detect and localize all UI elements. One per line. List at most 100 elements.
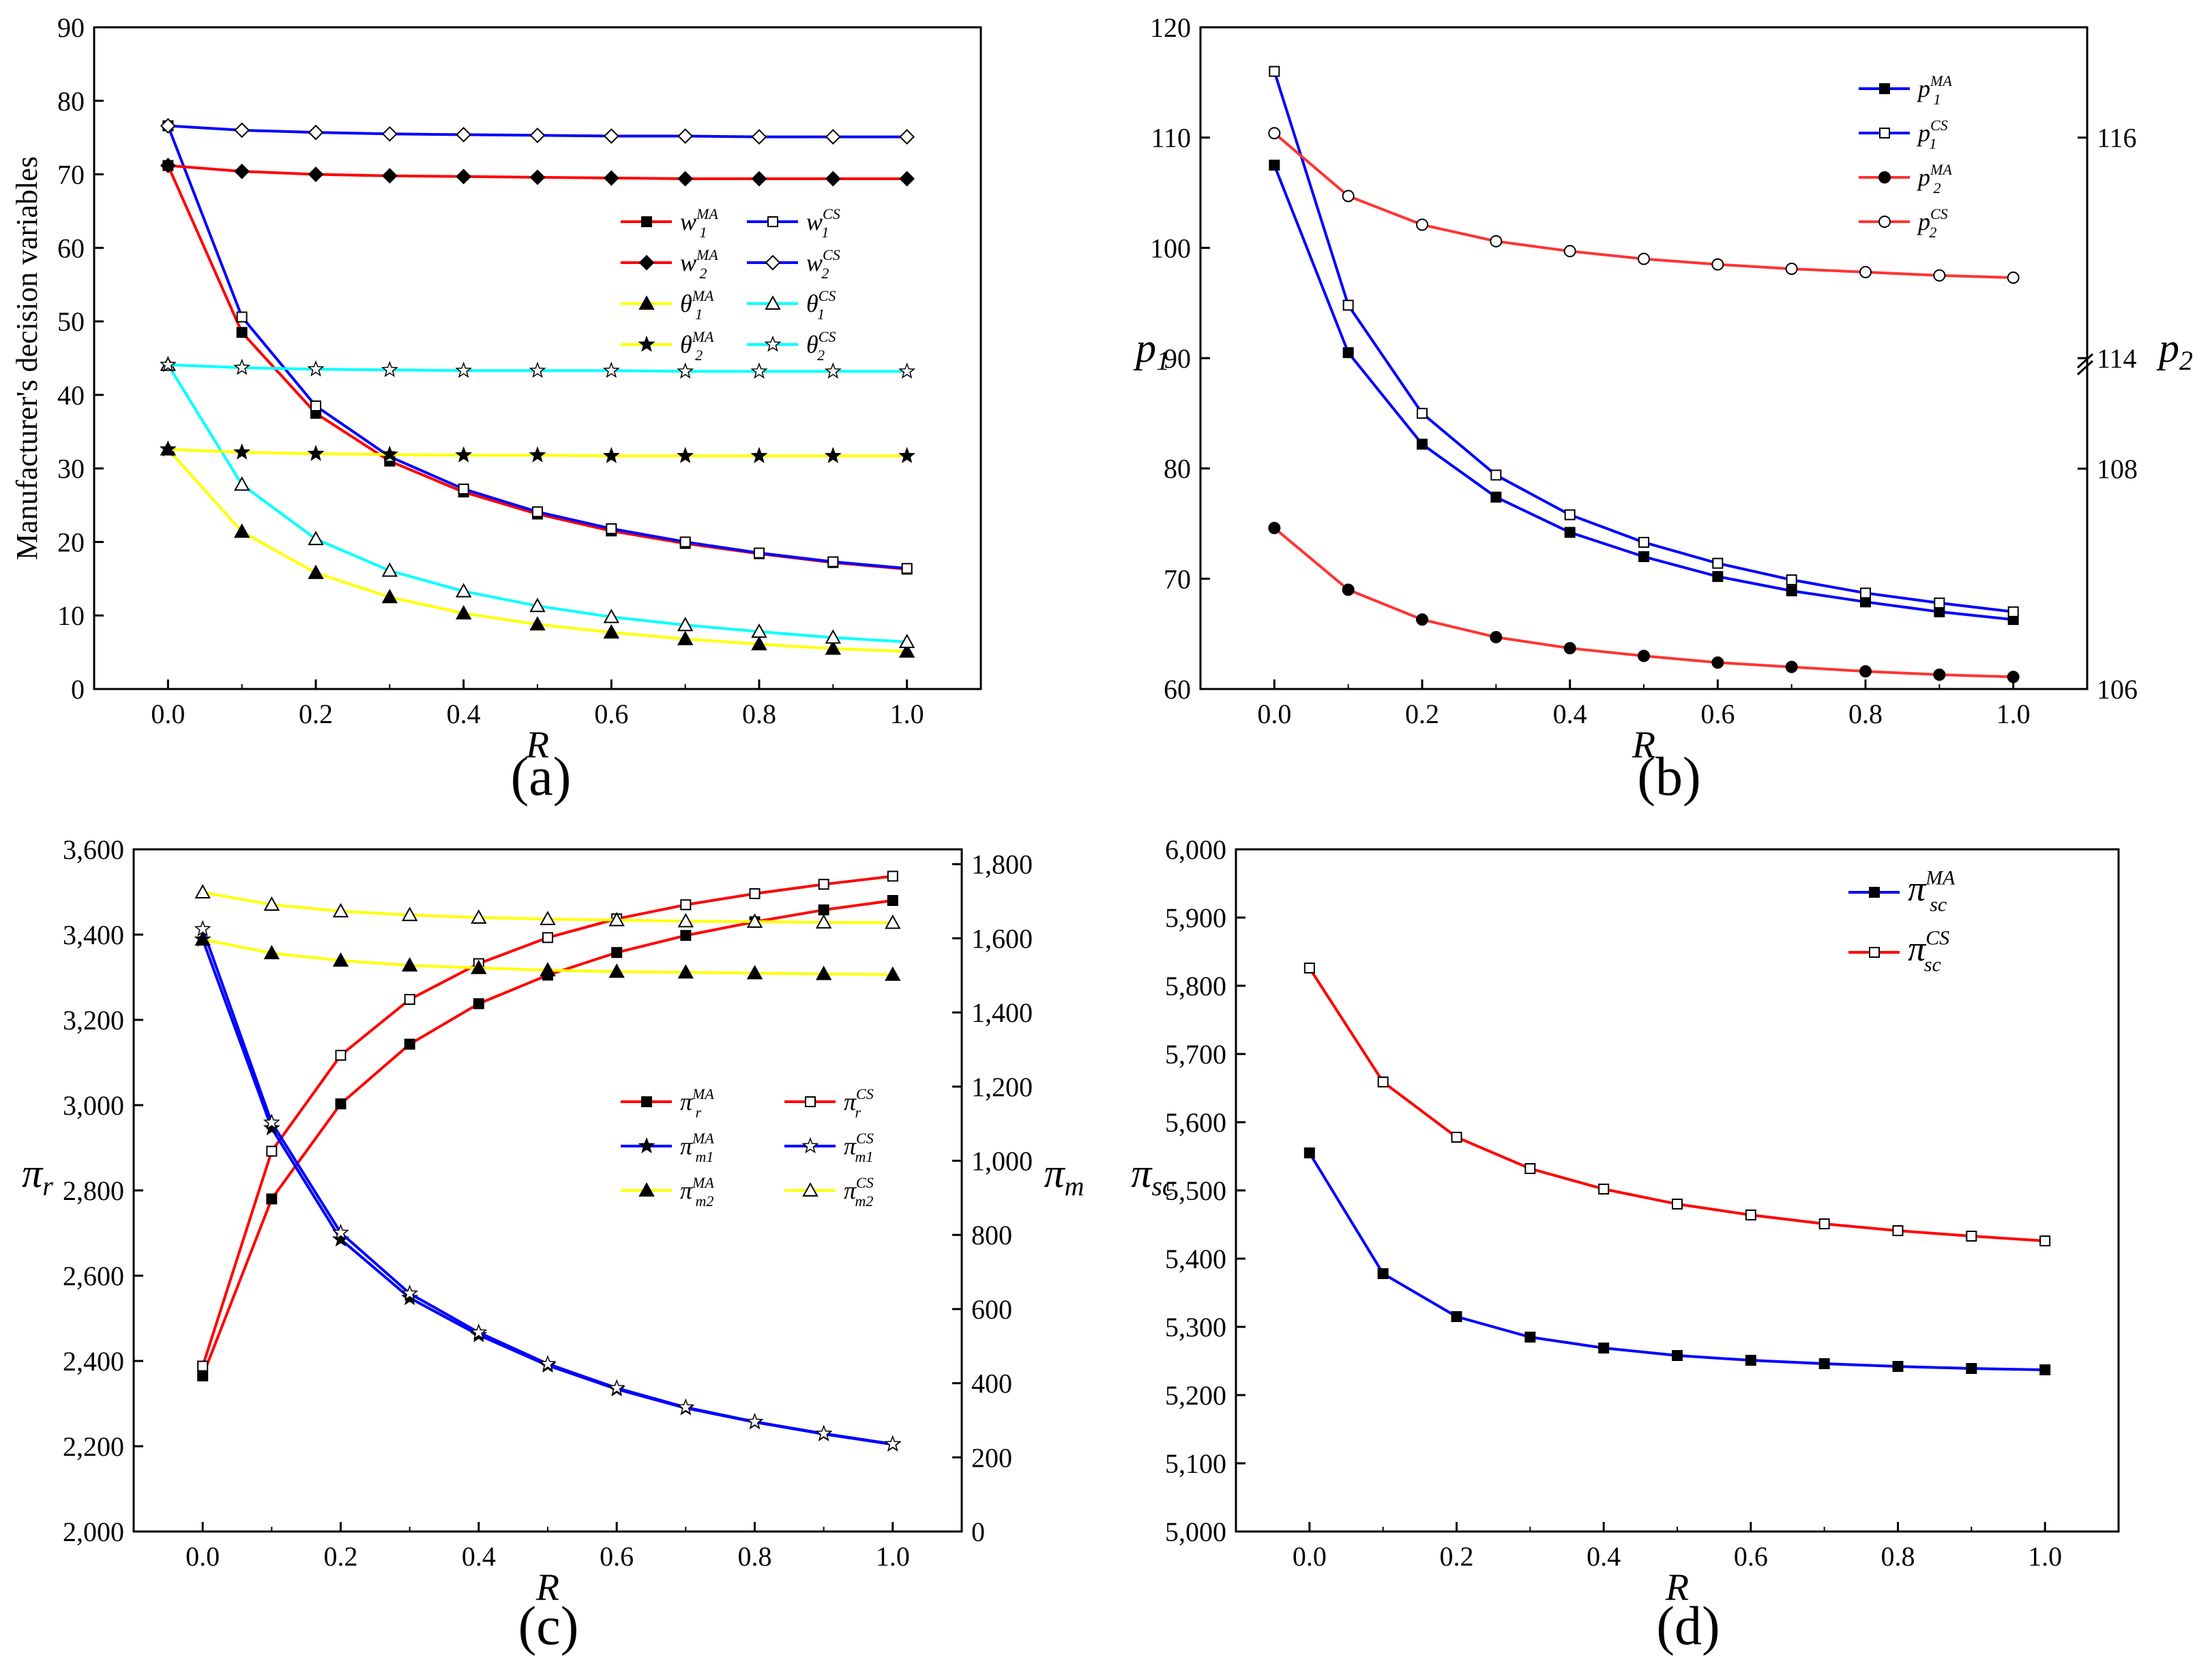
legend-label: πCS m2	[844, 1174, 874, 1210]
chart-panel-4: 0.0 0.2 0.4 0.6 0.8 1.0 5,000 5,100 5,200 5,300 5,…	[1131, 834, 2120, 1656]
data-point	[608, 1379, 625, 1396]
y-tick-label: 90	[57, 12, 85, 43]
data-point	[827, 556, 839, 568]
data-point	[456, 169, 472, 185]
data-point	[824, 362, 842, 379]
data-point	[542, 932, 553, 943]
data-point	[233, 523, 250, 538]
y-tick-label: 70	[57, 160, 85, 190]
data-point	[308, 166, 324, 182]
data-point	[263, 1119, 280, 1136]
legend-label: πMA sc	[1908, 867, 1956, 916]
series-πsc-MA	[1303, 1147, 2051, 1375]
data-point	[1786, 585, 1797, 597]
data-point	[1490, 235, 1503, 248]
y-tick-label: 2,200	[63, 1431, 124, 1462]
legend-entry: wCS 1	[747, 205, 840, 241]
data-point	[680, 930, 692, 941]
legend-label: wMA 1	[680, 205, 718, 241]
legend-entry: wMA 1	[621, 205, 718, 241]
y-axis-title: πr	[22, 1151, 53, 1201]
data-point	[1490, 491, 1502, 503]
data-point	[1451, 1311, 1462, 1322]
y-right-tick-label: 800	[971, 1220, 1012, 1250]
data-point	[1711, 258, 1724, 271]
data-point	[529, 598, 546, 613]
y-tick-label: 60	[57, 233, 85, 263]
data-point	[473, 998, 484, 1010]
y-right-tick-label: 600	[971, 1294, 1012, 1325]
data-point	[470, 1323, 488, 1340]
legend-marker	[641, 216, 652, 227]
y-right-axis-title: πm	[1044, 1151, 1085, 1201]
legend-marker	[1879, 128, 1890, 138]
y-tick-label: 5,800	[1165, 971, 1226, 1001]
data-point	[1933, 668, 1946, 681]
data-point	[677, 964, 694, 979]
x-tick-label: 0.0	[186, 1541, 220, 1572]
y-right-tick-label: 1,200	[971, 1072, 1033, 1102]
data-point	[1892, 1361, 1904, 1372]
data-point	[898, 447, 916, 463]
x-tick-label: 0.4	[1553, 699, 1587, 729]
legend-label: θCS 2	[806, 328, 836, 364]
data-point	[677, 128, 694, 144]
data-point	[1269, 65, 1280, 77]
data-point	[266, 1193, 278, 1205]
legend-label: πMA r	[680, 1085, 714, 1121]
data-point	[381, 361, 398, 377]
data-point	[1377, 1076, 1389, 1087]
legend-label: πMA m1	[680, 1130, 714, 1165]
x-tick-label: 1.0	[1996, 699, 2031, 729]
data-point	[603, 170, 619, 186]
y-tick-label: 5,300	[1165, 1312, 1226, 1343]
legend-marker	[638, 1182, 655, 1197]
data-point	[529, 616, 546, 631]
legend-label: θCS 1	[806, 287, 836, 323]
data-point	[404, 994, 415, 1005]
y-tick-label: 40	[57, 380, 85, 411]
x-tick-label: 0.0	[151, 699, 185, 729]
panel-label: (c)	[518, 1596, 579, 1656]
legend-label: πCS r	[844, 1085, 874, 1121]
data-point	[471, 909, 487, 924]
y-right-tick-label: 108	[2097, 454, 2138, 484]
data-point	[1564, 509, 1576, 521]
data-point	[1711, 656, 1724, 669]
data-point	[1303, 1147, 1315, 1158]
legend-marker	[765, 295, 781, 310]
data-point	[898, 633, 915, 649]
data-point	[884, 1435, 902, 1452]
legend-marker	[1869, 887, 1880, 898]
data-point	[401, 1284, 419, 1301]
plot-frame	[1235, 848, 2120, 1533]
data-point	[746, 965, 763, 980]
data-point	[680, 899, 692, 911]
data-point	[1712, 557, 1724, 569]
data-point	[197, 1360, 209, 1372]
data-point	[1785, 660, 1798, 673]
legend-marker	[638, 295, 655, 310]
data-point	[236, 311, 248, 323]
data-point	[901, 563, 913, 574]
data-point	[308, 124, 324, 141]
data-point	[1860, 587, 1871, 599]
data-point	[746, 913, 763, 928]
data-point	[1417, 439, 1428, 450]
panel-label: (d)	[1656, 1596, 1720, 1656]
data-point	[1966, 1363, 1977, 1374]
x-tick-label: 0.2	[1440, 1541, 1474, 1572]
legend-label: πCS m1	[844, 1130, 874, 1165]
panel-label: (a)	[511, 747, 572, 807]
data-point	[1892, 1225, 1904, 1236]
data-point	[824, 447, 842, 463]
data-point	[815, 1424, 833, 1441]
data-point	[899, 129, 915, 145]
data-point	[1745, 1355, 1756, 1366]
data-point	[308, 531, 324, 546]
legend-entry: pCS 2	[1859, 205, 1948, 241]
y-tick-label: 2,800	[63, 1175, 124, 1206]
y-tick-label: 3,400	[63, 920, 124, 950]
data-point	[455, 583, 472, 598]
data-point	[2007, 606, 2019, 617]
